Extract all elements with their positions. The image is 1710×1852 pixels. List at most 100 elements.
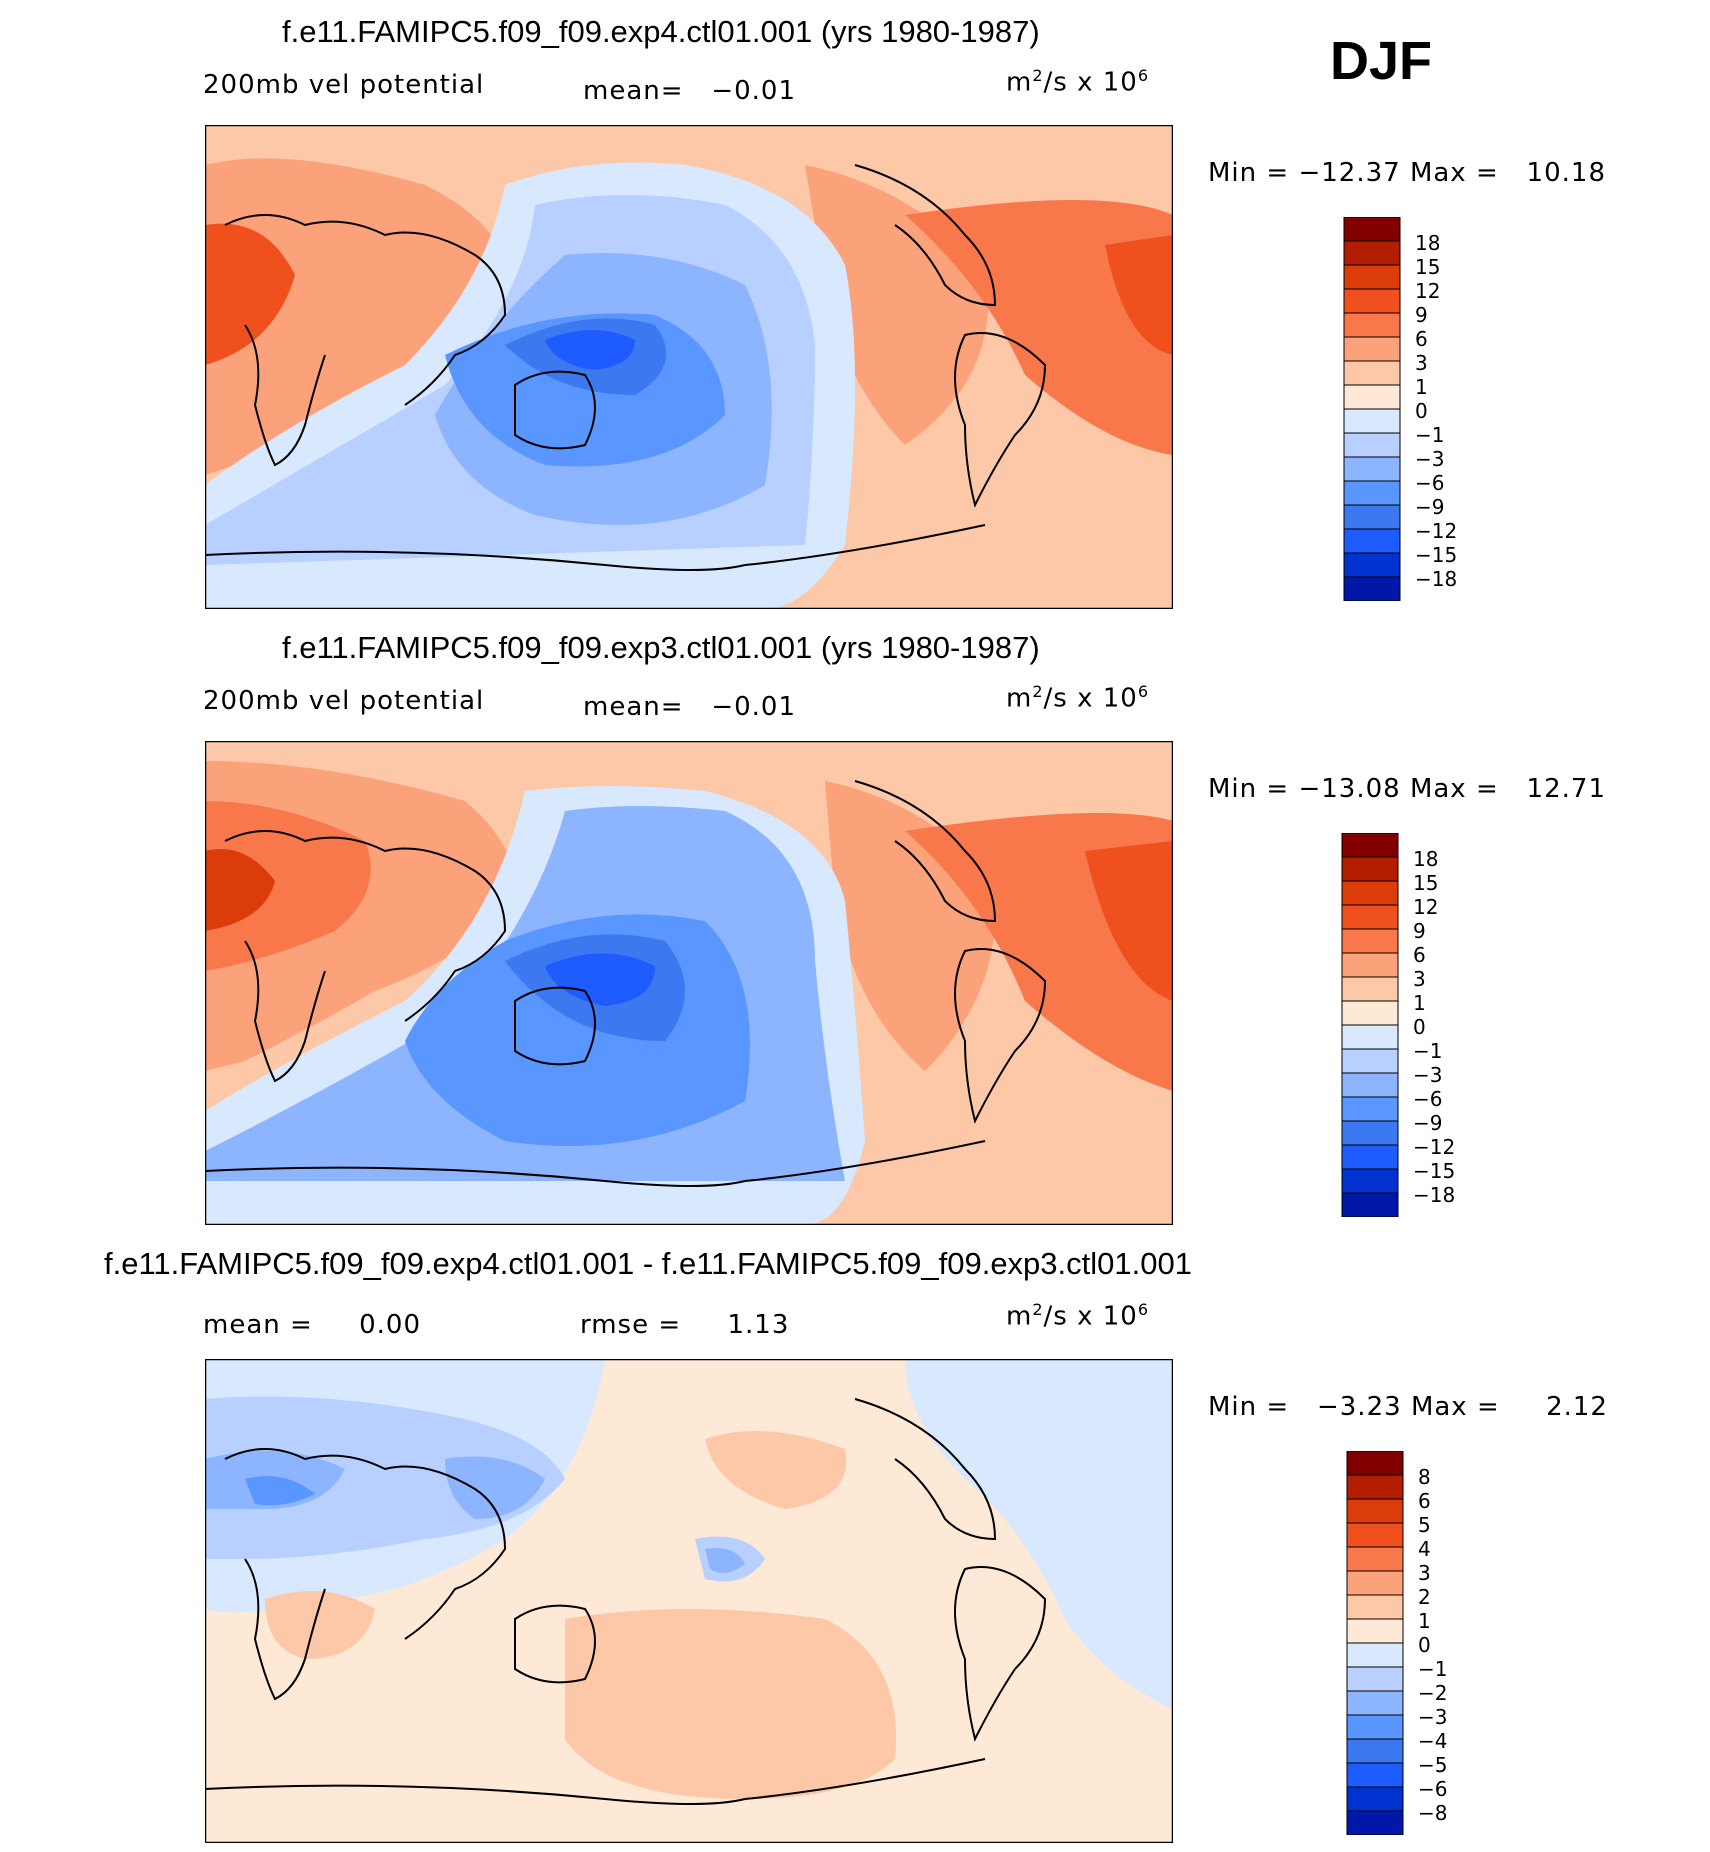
colorbar-tick-label: −6 (1413, 1087, 1443, 1111)
colorbar-tick-label: −9 (1415, 495, 1445, 519)
warm-region (705, 1431, 847, 1509)
season-label: DJF (1330, 31, 1433, 91)
colorbar-bin (1341, 928, 1399, 954)
colorbar-bin (1346, 1810, 1404, 1835)
max-value: 12.71 (1526, 774, 1606, 804)
colorbar-bin (1346, 1666, 1404, 1692)
panel2-field-label: 200mb vel potential (203, 686, 485, 716)
colorbar-tick-label: −15 (1413, 1159, 1456, 1183)
colorbar-bin (1343, 217, 1401, 242)
cold-core (705, 1548, 745, 1573)
panel3-title: f.e11.FAMIPC5.f09_f09.exp4.ctl01.001 - f… (104, 1246, 1192, 1281)
panel3-map (205, 1359, 1173, 1843)
max-value: 10.18 (1526, 158, 1606, 188)
colorbar-tick-label: −6 (1415, 471, 1445, 495)
colorbar-bin (1341, 1192, 1399, 1217)
cold-region (905, 1359, 1173, 1709)
colorbar-tick-label: 3 (1413, 967, 1426, 991)
colorbar-bin (1346, 1570, 1404, 1596)
colorbar-bin (1343, 240, 1401, 266)
colorbar-tick-label: −6 (1418, 1777, 1448, 1801)
warm-core (205, 223, 295, 365)
colorbar-tick-label: −3 (1418, 1705, 1448, 1729)
cold-region (445, 1456, 545, 1519)
colorbar-tick-label: 9 (1413, 919, 1426, 943)
colorbar-bin (1346, 1594, 1404, 1620)
colorbar-tick-label: −15 (1415, 543, 1458, 567)
mean-label: mean = (203, 1310, 313, 1340)
min-label: Min = (1208, 1392, 1290, 1422)
colorbar-tick-label: 1 (1418, 1609, 1431, 1633)
min-label: Min = (1208, 774, 1290, 804)
units-rest: /s x 10 (1043, 1301, 1138, 1332)
colorbar-tick-label: 6 (1418, 1489, 1431, 1513)
colorbar-tick-label: 1 (1415, 375, 1428, 399)
min-value: −12.37 (1298, 158, 1401, 188)
panel1-field-label: 200mb vel potential (203, 70, 485, 100)
colorbar-tick-label: 18 (1413, 847, 1439, 871)
colorbar-tick-label: 18 (1415, 231, 1441, 255)
warm-core (205, 849, 275, 931)
colorbar-tick-label: 2 (1418, 1585, 1431, 1609)
units-rest: /s x 10 (1043, 683, 1138, 714)
colorbar-tick-label: −1 (1415, 423, 1445, 447)
colorbar-bin (1346, 1474, 1404, 1500)
colorbar-bin (1341, 880, 1399, 906)
panel3-colorbar (1346, 1451, 1404, 1835)
colorbar-tick-label: 0 (1415, 399, 1428, 423)
cold-core (245, 1476, 315, 1506)
panel1-units: m2/s x 106 (1006, 66, 1149, 98)
colorbar-bin (1343, 312, 1401, 338)
colorbar-tick-label: 0 (1418, 1633, 1431, 1657)
mean-value: 0.00 (359, 1310, 422, 1340)
units-base: m (1006, 67, 1033, 98)
colorbar-bin (1343, 360, 1401, 386)
colorbar-bin (1343, 264, 1401, 290)
colorbar-tick-label: 1 (1413, 991, 1426, 1015)
warm-region (905, 200, 1173, 455)
colorbar-bin (1343, 336, 1401, 362)
panel1-colorbar (1343, 217, 1401, 601)
panel1-mean-label: mean= (583, 76, 684, 106)
colorbar-bin (1343, 384, 1401, 410)
units-sup: 2 (1032, 1300, 1044, 1319)
colorbar-tick-label: 0 (1413, 1015, 1426, 1039)
colorbar-bin (1346, 1642, 1404, 1668)
colorbar-bin (1341, 976, 1399, 1002)
colorbar-bin (1341, 952, 1399, 978)
max-label: Max = (1409, 158, 1499, 188)
min-value: −13.08 (1298, 774, 1401, 804)
colorbar-tick-label: 12 (1415, 279, 1441, 303)
panel2-minmax: Min = −13.08 Max = 12.71 (1208, 774, 1606, 804)
cold-core (545, 330, 635, 370)
colorbar-tick-label: −5 (1418, 1753, 1448, 1777)
colorbar-bin (1343, 432, 1401, 458)
units-exp: 6 (1137, 1300, 1150, 1319)
colorbar-bin (1346, 1714, 1404, 1740)
colorbar-bin (1341, 1144, 1399, 1170)
colorbar-tick-label: −2 (1418, 1681, 1448, 1705)
colorbar-tick-label: 12 (1413, 895, 1439, 919)
coastlines (205, 164, 1047, 571)
colorbar-bin (1341, 1096, 1399, 1122)
colorbar-tick-label: −3 (1413, 1063, 1443, 1087)
panel2-colorbar (1341, 833, 1399, 1217)
colorbar-tick-label: −12 (1415, 519, 1458, 543)
map-frame (205, 1359, 1173, 1843)
warm-core (1085, 841, 1173, 1001)
colorbar-tick-label: 15 (1413, 871, 1439, 895)
units-exp: 6 (1137, 66, 1150, 85)
panel3-minmax: Min = −3.23 Max = 2.12 (1208, 1392, 1608, 1422)
min-label: Min = (1208, 158, 1290, 188)
panel3-mean: mean = 0.00 (203, 1310, 421, 1340)
colorbar-tick-label: −3 (1415, 447, 1445, 471)
colorbar-tick-label: 3 (1418, 1561, 1431, 1585)
panel3-units: m2/s x 106 (1006, 1300, 1149, 1332)
warm-region (565, 1609, 897, 1799)
units-sup: 2 (1032, 682, 1044, 701)
panel1-minmax: Min = −12.37 Max = 10.18 (1208, 158, 1606, 188)
colorbar-bin (1341, 1072, 1399, 1098)
colorbar-bin (1343, 288, 1401, 314)
colorbar-bin (1346, 1690, 1404, 1716)
panel2-mean-value: −0.01 (711, 692, 797, 722)
